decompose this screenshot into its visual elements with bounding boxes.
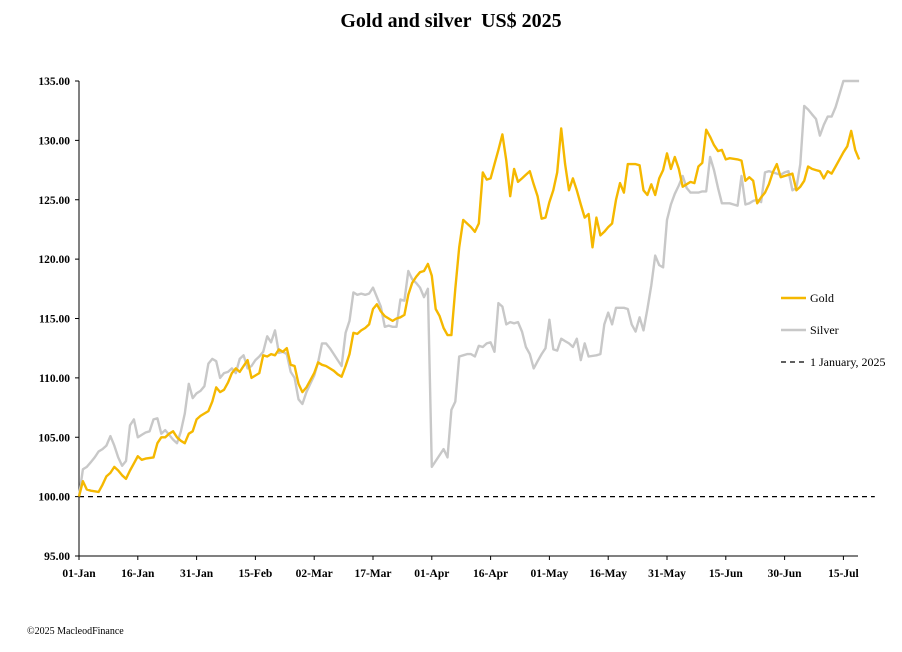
copyright-text: ©2025 MacleodFinance [27, 626, 124, 637]
y-tick-label: 120.00 [38, 254, 70, 266]
x-tick-label: 16-Jan [121, 568, 155, 580]
y-tick-label: 105.00 [38, 432, 70, 444]
x-tick-label: 01-Apr [414, 568, 449, 580]
x-tick-label: 16-Apr [473, 568, 508, 580]
chart-title: Gold and silver US$ 2025 [340, 10, 562, 32]
axes: 95.00 100.00 105.00 110.00 115.00 120.00 125.0… [38, 76, 858, 580]
x-tick-label: 15-Jun [709, 568, 743, 580]
series-line-silver [77, 79, 860, 497]
y-tick-label: 115.00 [39, 314, 70, 326]
x-tick-label: 01-Jan [62, 568, 96, 580]
x-tick-label: 16-May [589, 568, 627, 580]
x-tick-label: 02-Mar [296, 568, 333, 580]
x-tick-label: 15-Jul [828, 568, 859, 580]
x-tick-label: 31-Jan [180, 568, 214, 580]
x-tick-label: 31-May [648, 568, 686, 580]
legend-label: Gold [810, 291, 834, 305]
x-tick-label: 01-May [531, 568, 569, 580]
legend-label: Silver [810, 323, 839, 337]
y-tick-label: 100.00 [38, 492, 70, 504]
y-tick-label: 110.00 [39, 373, 70, 385]
series-layer [77, 79, 875, 498]
y-tick-label: 125.00 [38, 195, 70, 207]
y-tick-label: 95.00 [44, 551, 70, 563]
series-line-gold [77, 127, 861, 497]
y-tick-label: 135.00 [38, 76, 70, 88]
legend: Gold Silver 1 January, 2025 [781, 291, 886, 369]
legend-label: 1 January, 2025 [810, 355, 886, 369]
x-tick-label: 15-Feb [238, 568, 272, 580]
x-tick-label: 17-Mar [354, 568, 391, 580]
x-tick-label: 30-Jun [768, 568, 802, 580]
y-tick-label: 130.00 [38, 135, 70, 147]
